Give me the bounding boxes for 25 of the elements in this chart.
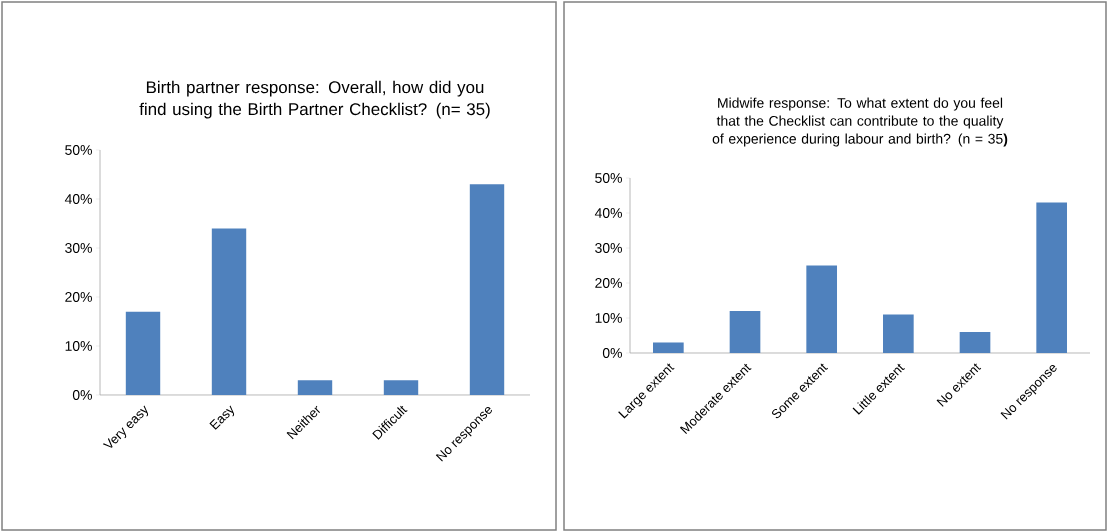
y-tick-label: 50%: [65, 145, 92, 155]
chart-title: Birth partner response: Overall, how did you find using the Birth Partner Checklist? (n= 35): [139, 80, 490, 119]
bar: [1036, 202, 1068, 353]
y-tick-label: 30%: [595, 243, 622, 253]
bar: [469, 184, 505, 395]
bar: [959, 331, 991, 353]
y-tick-label: 30%: [65, 243, 92, 253]
y-tick-label: 20%: [65, 292, 92, 302]
chart-title: Midwife response: To what extent do you feel that the Checklist can contribute to the quality of experience during labour and birth? (n = 35): [712, 97, 1008, 147]
bar: [125, 311, 161, 395]
y-tick-label: 0%: [602, 348, 622, 358]
bar: [653, 342, 684, 353]
y-tick-label: 0%: [72, 390, 92, 400]
bar: [729, 310, 761, 353]
bar: [883, 314, 914, 353]
y-tick-label: 50%: [595, 173, 622, 183]
bar: [383, 380, 419, 395]
y-tick-label: 10%: [65, 341, 92, 351]
y-tick-label: 10%: [595, 313, 622, 323]
y-tick-label: 40%: [594, 208, 622, 218]
bar: [211, 228, 247, 395]
y-tick-label: 20%: [595, 278, 622, 288]
bar: [297, 380, 333, 395]
y-tick-label: 40%: [64, 194, 92, 204]
bar: [806, 265, 838, 353]
